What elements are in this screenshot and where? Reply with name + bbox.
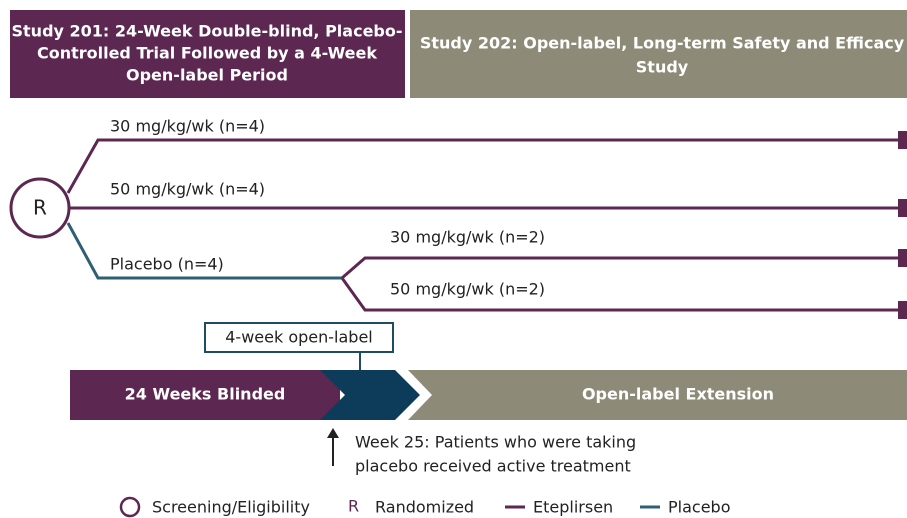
header-line: Study bbox=[636, 58, 689, 77]
note-line: placebo received active treatment bbox=[355, 457, 631, 476]
arm-end bbox=[898, 131, 907, 149]
arm-line bbox=[66, 138, 900, 194]
arm-end bbox=[898, 249, 907, 267]
header-line: Study 202: Open-label, Long-term Safety … bbox=[420, 34, 905, 53]
arm-label: Placebo (n=4) bbox=[110, 255, 224, 274]
legend-circle bbox=[119, 496, 141, 518]
arm-label: 50 mg/kg/wk (n=2) bbox=[390, 280, 545, 299]
open-label-box bbox=[204, 322, 394, 353]
arm-line bbox=[340, 277, 900, 312]
note-line: Week 25: Patients who were taking bbox=[355, 433, 636, 452]
timeline-label: 24 Weeks Blinded bbox=[125, 385, 286, 404]
header-line: Open-label Period bbox=[126, 66, 288, 85]
blinded-bar bbox=[70, 370, 340, 420]
legend-label: Eteplirsen bbox=[533, 498, 613, 517]
extension-bar bbox=[408, 370, 907, 420]
study-201-header bbox=[10, 10, 405, 98]
legend-label: Randomized bbox=[375, 498, 474, 517]
legend-label: Screening/Eligibility bbox=[152, 498, 310, 517]
arm-label: 30 mg/kg/wk (n=4) bbox=[110, 117, 265, 136]
study-202-header bbox=[410, 10, 907, 98]
open-label-chevron bbox=[320, 370, 420, 420]
open-label-text: 4-week open-label bbox=[225, 328, 372, 347]
arm-end bbox=[898, 199, 907, 217]
legend-label: Placebo bbox=[668, 498, 730, 517]
arm-end bbox=[898, 301, 907, 319]
legend-symbol: R bbox=[348, 497, 359, 516]
arm-line bbox=[341, 256, 900, 280]
arm-label: 30 mg/kg/wk (n=2) bbox=[390, 228, 545, 247]
header-line: Study 201: 24-Week Double-blind, Placebo… bbox=[12, 22, 403, 41]
arm-label: 50 mg/kg/wk (n=4) bbox=[110, 180, 265, 199]
randomize-label: R bbox=[33, 196, 47, 220]
timeline-label: Open-label Extension bbox=[582, 385, 774, 404]
arrow-head bbox=[327, 428, 339, 438]
header-line: Controlled Trial Followed by a 4-Week bbox=[37, 44, 377, 63]
placebo-line bbox=[66, 222, 342, 280]
